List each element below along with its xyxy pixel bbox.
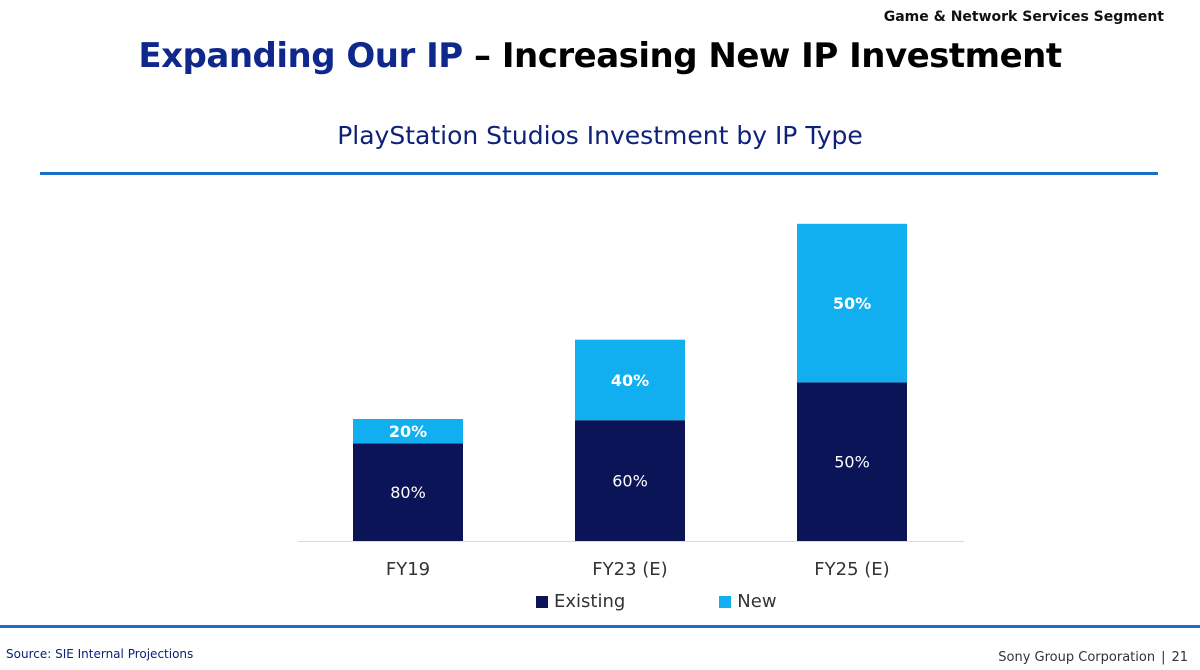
chart-legend: Existing New: [536, 591, 777, 612]
bottom-divider: [0, 625, 1200, 628]
data-label-fy25-e-existing: 50%: [834, 453, 870, 472]
footer-separator: |: [1161, 650, 1166, 665]
page-number: 21: [1171, 650, 1188, 665]
legend-swatch-existing: [536, 595, 548, 608]
category-label-fy23-e: FY23 (E): [592, 559, 667, 580]
legend-item-new: New: [719, 591, 777, 612]
bar-fy25-e-new: [797, 223, 907, 383]
data-label-fy25-e-new: 50%: [833, 294, 871, 313]
category-label-fy25-e: FY25 (E): [814, 559, 889, 580]
data-label-fy23-e-existing: 60%: [612, 472, 648, 491]
legend-label-new: New: [737, 591, 777, 612]
bar-fy25-e-existing: [797, 382, 907, 541]
footer: Sony Group Corporation | 21: [998, 650, 1188, 665]
company-name: Sony Group Corporation: [998, 650, 1156, 665]
segment-label: Game & Network Services Segment: [883, 9, 1164, 25]
top-divider: [40, 172, 1158, 175]
legend-label-existing: Existing: [554, 591, 626, 612]
chart-title: PlayStation Studios Investment by IP Typ…: [337, 121, 863, 150]
source-note: Source: SIE Internal Projections: [6, 647, 194, 661]
category-label-fy19: FY19: [386, 559, 430, 580]
legend-swatch-new: [719, 595, 732, 608]
bar-fy19-new: [353, 419, 463, 444]
bar-fy23-e-existing: [575, 420, 685, 541]
data-label-fy19-existing: 80%: [390, 483, 426, 502]
bar-fy23-e-new: [575, 339, 685, 421]
title-part-1: Expanding Our IP: [138, 36, 463, 76]
stacked-bar-chart: 80% 20% FY19 60% 40% FY23 (E) 50% 50% FY25 (E): [298, 223, 964, 580]
slide-title: Expanding Our IP – Increasing New IP Inv…: [0, 36, 1200, 76]
title-part-2: – Increasing New IP Investment: [474, 36, 1062, 76]
bar-fy19-existing: [353, 443, 463, 541]
legend-item-existing: Existing: [536, 591, 625, 612]
data-label-fy23-e-new: 40%: [611, 371, 649, 390]
data-label-fy19-new: 20%: [389, 422, 427, 441]
